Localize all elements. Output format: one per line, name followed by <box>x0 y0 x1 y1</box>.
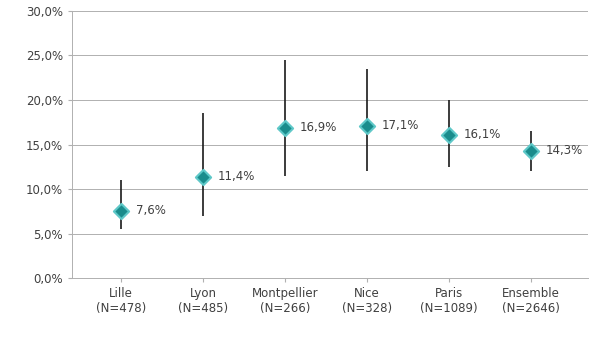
Point <box>280 125 290 131</box>
Text: 16,9%: 16,9% <box>299 121 337 134</box>
Text: 7,6%: 7,6% <box>136 204 166 217</box>
Point <box>526 148 535 154</box>
Point <box>444 132 454 137</box>
Point <box>198 174 208 180</box>
Point <box>116 208 126 213</box>
Text: 11,4%: 11,4% <box>218 170 255 183</box>
Text: 17,1%: 17,1% <box>382 119 419 132</box>
Text: 14,3%: 14,3% <box>545 144 583 157</box>
Text: 16,1%: 16,1% <box>464 128 501 141</box>
Point <box>362 123 371 129</box>
